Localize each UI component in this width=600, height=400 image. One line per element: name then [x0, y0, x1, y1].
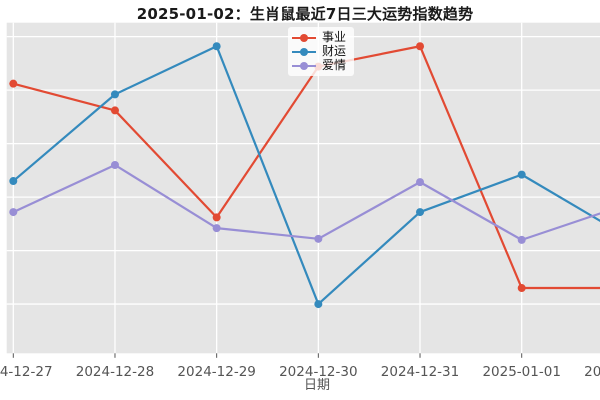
legend-item-财运: 财运	[292, 45, 346, 58]
data-point-财运-2024-12-31	[416, 208, 425, 217]
x-tick-label: 2024-12-29	[177, 364, 255, 380]
data-point-财运-2024-12-27	[9, 177, 18, 186]
legend-label: 财运	[322, 44, 347, 58]
x-tick-label: 2025-01-02	[584, 364, 600, 380]
x-tick-label: 2024-12-27	[0, 364, 53, 380]
data-point-事业-2024-12-29	[212, 213, 221, 222]
x-tick-label: 2025-01-01	[482, 364, 560, 380]
data-point-爱情-2024-12-30	[314, 234, 323, 243]
x-tick-label: 2024-12-31	[381, 364, 459, 380]
data-point-爱情-2024-12-28	[110, 160, 119, 169]
data-point-事业-2024-12-31	[416, 42, 425, 51]
legend-line-dot-icon	[292, 61, 316, 70]
data-point-财运-2024-12-28	[110, 90, 119, 99]
data-point-爱情-2024-12-27	[9, 208, 18, 217]
legend-line-dot-icon	[292, 47, 316, 56]
data-point-财运-2025-01-01	[517, 170, 526, 179]
legend-label: 事业	[322, 30, 347, 44]
data-point-事业-2024-12-28	[110, 106, 119, 115]
data-point-爱情-2025-01-01	[517, 235, 526, 244]
data-point-财运-2024-12-30	[314, 300, 323, 309]
x-tick-label: 2024-12-28	[76, 364, 154, 380]
legend-line-dot-icon	[292, 33, 316, 42]
plot-background	[6, 22, 600, 354]
data-point-财运-2024-12-29	[212, 42, 221, 51]
x-axis-label: 日期	[304, 378, 330, 393]
chart-title: 2025-01-02：生肖鼠最近7日三大运势指数趋势	[136, 5, 474, 23]
x-tick-label: 2024-12-30	[279, 364, 357, 380]
legend-item-事业: 事业	[292, 31, 346, 44]
chart-legend: 事业 财运 爱情	[288, 27, 355, 76]
data-point-事业-2024-12-27	[9, 79, 18, 88]
legend-item-爱情: 爱情	[292, 59, 346, 72]
data-point-事业-2025-01-01	[517, 284, 526, 293]
data-point-爱情-2024-12-31	[416, 178, 425, 187]
data-point-爱情-2024-12-29	[212, 224, 221, 233]
legend-label: 爱情	[322, 58, 347, 72]
